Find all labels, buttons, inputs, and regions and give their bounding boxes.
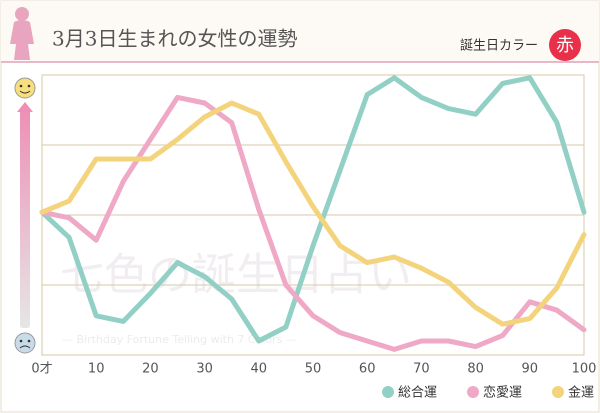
x-tick-label: 90: [522, 362, 539, 377]
x-tick-label: 80: [467, 362, 484, 377]
watermark-subtitle: — Birthday Fortune Telling with 7 Colors…: [62, 333, 297, 346]
series-line: [39, 100, 587, 327]
legend-swatch: [552, 386, 564, 398]
mood-arrow: [17, 102, 33, 112]
silhouette: [10, 7, 34, 60]
x-tick-label: 40: [251, 362, 268, 377]
happy-icon: [14, 77, 36, 99]
x-tick-label: 70: [413, 362, 430, 377]
legend-swatch: [467, 386, 479, 398]
legend-label: 恋愛運: [483, 385, 522, 401]
legend-label: 金運: [568, 385, 594, 401]
birth-color-label: 誕生日カラー: [460, 39, 538, 54]
x-tick-label: 50: [305, 362, 322, 377]
mood-bar: [20, 108, 30, 328]
x-tick-label: 100: [572, 362, 597, 377]
sad-icon: [14, 332, 36, 354]
legend-swatch: [382, 386, 394, 398]
series-line: [39, 75, 587, 344]
watermark: 七色の誕生日占い: [60, 250, 412, 301]
x-tick-label: 0才: [31, 362, 52, 377]
legend-label: 総合運: [398, 386, 437, 401]
birth-color-badge: [549, 29, 581, 61]
series-line: [39, 94, 587, 352]
x-tick-label: 60: [359, 362, 376, 377]
header-bg: [1, 1, 599, 63]
x-tick-label: 10: [88, 362, 105, 377]
birth-color-name: 赤: [556, 35, 574, 56]
x-tick-label: 30: [196, 362, 213, 377]
page-title: 3月3日生まれの女性の運勢: [52, 27, 297, 51]
x-tick-label: 20: [142, 362, 159, 377]
